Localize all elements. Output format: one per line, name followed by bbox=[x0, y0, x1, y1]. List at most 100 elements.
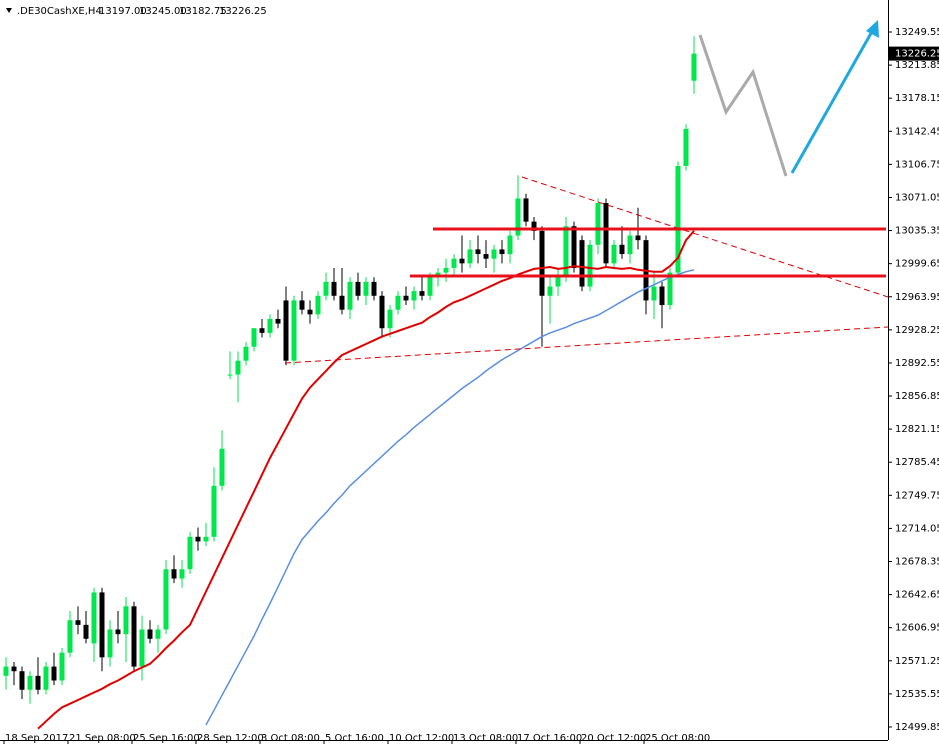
x-tick-label: 18 Sep 2017 bbox=[5, 733, 68, 744]
candle-body bbox=[3, 666, 9, 676]
candle-body bbox=[347, 281, 353, 310]
candle-body bbox=[659, 286, 665, 306]
candle-body bbox=[51, 666, 57, 681]
candle-body bbox=[371, 281, 377, 296]
open-label: 13197.00 bbox=[99, 6, 147, 17]
candle-body bbox=[131, 606, 137, 667]
x-tick-label: 5 Oct 16:00 bbox=[325, 733, 384, 744]
candle-body bbox=[307, 309, 313, 315]
candle-body bbox=[211, 485, 217, 537]
moving-average bbox=[37, 230, 695, 730]
y-tick-label: 13178.15 bbox=[895, 93, 939, 104]
candle-body bbox=[539, 230, 545, 296]
candles bbox=[3, 36, 697, 704]
candle-body bbox=[171, 569, 177, 579]
current-price: 13226.25 bbox=[895, 49, 939, 60]
candle-body bbox=[491, 249, 497, 259]
price-box bbox=[889, 46, 939, 61]
candle-body bbox=[595, 203, 601, 245]
y-tick-label: 12999.65 bbox=[895, 259, 939, 270]
candle-body bbox=[243, 346, 249, 361]
x-tick-label: 28 Sep 12:00 bbox=[197, 733, 264, 744]
candle-body bbox=[203, 536, 209, 542]
candle-body bbox=[355, 281, 361, 296]
x-tick-label: 25 Sep 16:00 bbox=[133, 733, 200, 744]
x-tick-label: 3 Oct 08:00 bbox=[261, 733, 320, 744]
y-tick-label: 13106.75 bbox=[895, 159, 939, 170]
candle-body bbox=[59, 652, 65, 681]
candle-body bbox=[683, 128, 689, 166]
candle-body bbox=[19, 671, 25, 690]
candle-body bbox=[691, 53, 697, 81]
candle-body bbox=[411, 291, 417, 301]
moving-average bbox=[205, 269, 695, 726]
candle-body bbox=[235, 360, 241, 375]
candle-body bbox=[571, 226, 577, 268]
candle-body bbox=[667, 272, 673, 306]
x-tick-label: 20 Oct 12:00 bbox=[581, 733, 646, 744]
candle-body bbox=[83, 624, 89, 639]
candle-body bbox=[99, 592, 105, 658]
candle-body bbox=[603, 203, 609, 264]
low-label: 13182.75 bbox=[179, 6, 227, 17]
y-tick-label: 12963.95 bbox=[895, 292, 939, 303]
y-tick-label: 13249.55 bbox=[895, 27, 939, 38]
candle-body bbox=[611, 244, 617, 264]
candle-body bbox=[259, 328, 265, 333]
y-tick-label: 12856.85 bbox=[895, 391, 939, 402]
candle-body bbox=[507, 235, 513, 255]
candle-body bbox=[107, 629, 113, 658]
candle-body bbox=[451, 258, 457, 268]
candle-body bbox=[267, 318, 273, 333]
candle-body bbox=[187, 536, 193, 570]
candle-body bbox=[195, 536, 201, 542]
y-tick-label: 13142.45 bbox=[895, 126, 939, 137]
candle-body bbox=[555, 277, 561, 287]
candle-body bbox=[251, 328, 257, 347]
candle-body bbox=[275, 318, 281, 324]
x-tick-label: 21 Sep 08:00 bbox=[69, 733, 136, 744]
candle-body bbox=[331, 281, 337, 296]
candle-body bbox=[115, 629, 121, 635]
candle-body bbox=[27, 675, 33, 690]
candle-body bbox=[499, 249, 505, 255]
candle-body bbox=[475, 249, 481, 255]
y-tick-label: 12928.25 bbox=[895, 325, 939, 336]
candle-body bbox=[75, 620, 81, 625]
y-tick-label: 13071.05 bbox=[895, 192, 939, 203]
plot-frame bbox=[0, 0, 889, 741]
high-label: 13245.00 bbox=[139, 6, 187, 17]
candle-body bbox=[219, 448, 225, 486]
candle-body bbox=[627, 235, 633, 255]
candle-body bbox=[67, 620, 73, 653]
y-tick-label: 12749.75 bbox=[895, 490, 939, 501]
candle-body bbox=[419, 291, 425, 296]
candle-body bbox=[403, 295, 409, 301]
x-tick-label: 13 Oct 08:00 bbox=[453, 733, 518, 744]
candle-body bbox=[323, 281, 329, 296]
candle-body bbox=[443, 267, 449, 273]
candle-body bbox=[523, 198, 529, 222]
candle-body bbox=[291, 300, 297, 361]
candle-body bbox=[315, 295, 321, 315]
candle-body bbox=[179, 569, 185, 579]
y-tick-label: 13035.35 bbox=[895, 226, 939, 237]
candle-body bbox=[139, 629, 145, 667]
candle-body bbox=[587, 244, 593, 287]
y-tick-label: 12821.15 bbox=[895, 424, 939, 435]
candle-body bbox=[35, 675, 41, 690]
candle-body bbox=[11, 666, 17, 672]
candle-body bbox=[483, 254, 489, 259]
y-tick-label: 12499.85 bbox=[895, 722, 939, 733]
symbol: .DE30CashXE,H4 bbox=[17, 6, 102, 17]
candle-body bbox=[675, 165, 681, 273]
menu-arrow[interactable] bbox=[6, 8, 12, 13]
candle-body bbox=[147, 629, 153, 639]
candle-body bbox=[531, 221, 537, 231]
y-tick-label: 12535.55 bbox=[895, 689, 939, 700]
y-tick-label: 12892.55 bbox=[895, 358, 939, 369]
y-tick-label: 12785.45 bbox=[895, 457, 939, 468]
candle-body bbox=[651, 286, 657, 301]
candle-body bbox=[123, 606, 129, 635]
